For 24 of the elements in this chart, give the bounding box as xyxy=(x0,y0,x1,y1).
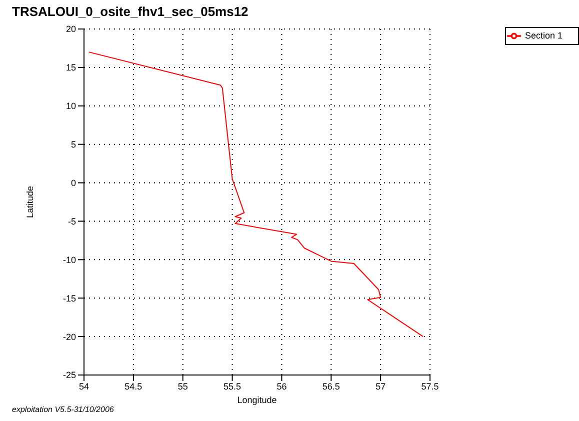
x-tick-label: 54 xyxy=(78,381,90,392)
chart-title: TRSALOUI_0_osite_fhv1_sec_05ms12 xyxy=(12,4,248,19)
x-tick-label: 54.5 xyxy=(124,381,142,392)
legend-label: Section 1 xyxy=(525,30,563,40)
y-tick-label: -20 xyxy=(62,332,76,342)
y-tick-label: -5 xyxy=(68,216,76,226)
y-tick-label: 20 xyxy=(66,24,76,34)
line-series xyxy=(88,52,424,338)
y-tick-label: -25 xyxy=(62,370,76,380)
y-tick-label: 5 xyxy=(70,140,76,150)
x-tick-label: 55.5 xyxy=(224,381,242,392)
y-tick-label: 15 xyxy=(66,62,76,73)
x-tick-label: 56.5 xyxy=(322,381,340,392)
x-tick-label: 57 xyxy=(376,381,386,392)
x-tick-label: 55 xyxy=(178,381,188,392)
x-tick-label: 57.5 xyxy=(421,381,439,392)
y-axis-title: Latitude xyxy=(25,186,36,218)
text: exploitation V5.5-31/10/2006 xyxy=(12,405,114,414)
y-tick-label: 10 xyxy=(66,101,76,112)
y-tick-label: -10 xyxy=(62,254,76,265)
y-tick-label: 0 xyxy=(70,178,76,188)
x-tick-label: 56 xyxy=(276,381,287,392)
y-tick-label: -15 xyxy=(62,293,76,304)
x-axis-title: Longitude xyxy=(237,395,277,405)
